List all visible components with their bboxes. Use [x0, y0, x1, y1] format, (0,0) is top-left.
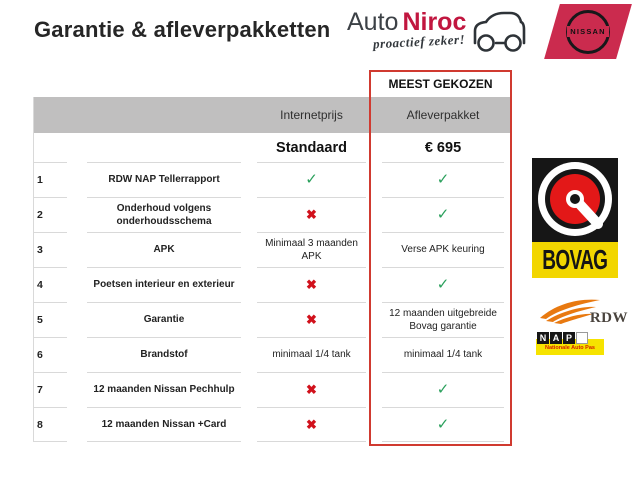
rdw-wing-icon — [540, 299, 600, 324]
cross-icon: ✖ — [306, 311, 317, 327]
cell-internetprijs: ✖ — [249, 407, 374, 442]
row-number: 5 — [34, 302, 79, 337]
table-row: 3 APK Minimaal 3 maanden APK Verse APK k… — [34, 232, 512, 267]
check-icon: ✓ — [436, 206, 450, 223]
check-icon: ✓ — [436, 416, 450, 433]
table-row: 8 12 maanden Nissan +Card ✖ ✓ — [34, 407, 512, 442]
nap-letter-box: P — [563, 332, 575, 344]
cross-icon: ✖ — [306, 206, 317, 222]
table-row: 7 12 maanden Nissan Pechhulp ✖ ✓ — [34, 372, 512, 407]
nap-caption: Nationale Auto Pas — [545, 345, 595, 351]
cross-icon: ✖ — [306, 416, 317, 432]
table-row: 6 Brandstof minimaal 1/4 tank minimaal 1… — [34, 337, 512, 372]
table-body: 1 RDW NAP Tellerrapport ✓ ✓ 2 Onderhoud … — [34, 162, 512, 442]
cell-afleverpakket: ✓ — [374, 162, 512, 197]
afleverpakket-price: € 695 — [424, 139, 462, 156]
row-number: 4 — [34, 267, 79, 302]
cell-afleverpakket: ✓ — [374, 267, 512, 302]
check-icon: ✓ — [436, 381, 450, 398]
page-title: Garantie & afleverpakketten — [34, 17, 331, 42]
table-row: 5 Garantie ✖ 12 maanden uitgebreide Bova… — [34, 302, 512, 337]
table-row: 4 Poetsen interieur en exterieur ✖ ✓ — [34, 267, 512, 302]
row-label: RDW NAP Tellerrapport — [79, 162, 249, 197]
table-subheader-row: Standaard € 695 — [34, 133, 512, 162]
cell-internetprijs: ✓ — [249, 162, 374, 197]
bovag-name-bar: BOVAG — [532, 242, 618, 278]
cell-afleverpakket: ✓ — [374, 407, 512, 442]
row-number: 6 — [34, 337, 79, 372]
auto-niroc-word-auto: Auto — [347, 8, 399, 36]
row-label: Poetsen interieur en exterieur — [79, 267, 249, 302]
row-label: Garantie — [79, 302, 249, 337]
row-number: 8 — [34, 407, 79, 442]
check-icon: ✓ — [436, 171, 450, 188]
row-label: Onderhoud volgens onderhoudsschema — [79, 197, 249, 232]
rdw-name: RDW — [589, 310, 628, 326]
table-row: 2 Onderhoud volgens onderhoudsschema ✖ ✓ — [34, 197, 512, 232]
nissan-logo-icon: NISSAN — [566, 9, 610, 54]
check-icon: ✓ — [436, 276, 450, 293]
cell-internetprijs: Minimaal 3 maanden APK — [249, 232, 374, 267]
row-number: 2 — [34, 197, 79, 232]
table-row: 1 RDW NAP Tellerrapport ✓ ✓ — [34, 162, 512, 197]
row-label: APK — [79, 232, 249, 267]
cell-internetprijs: ✖ — [249, 267, 374, 302]
cell-internetprijs: minimaal 1/4 tank — [249, 337, 374, 372]
cell-internetprijs: ✖ — [249, 302, 374, 337]
cell-afleverpakket: ✓ — [374, 197, 512, 232]
cell-internetprijs: ✖ — [249, 372, 374, 407]
row-number: 1 — [34, 162, 79, 197]
check-icon: ✓ — [305, 171, 318, 188]
rdw-logo: RDW — [538, 296, 630, 328]
row-label: 12 maanden Nissan Pechhulp — [79, 372, 249, 407]
cell-afleverpakket: Verse APK keuring — [374, 232, 512, 267]
cell-internetprijs: ✖ — [249, 197, 374, 232]
column-header-afleverpakket: Afleverpakket — [406, 108, 480, 122]
internetprijs-package-name: Standaard — [276, 139, 347, 156]
row-number: 3 — [34, 232, 79, 267]
cross-icon: ✖ — [306, 381, 317, 397]
auto-niroc-logo: Auto Niroc proactief zeker! — [347, 8, 526, 60]
auto-niroc-wordmark: Auto Niroc — [347, 8, 523, 40]
column-header-internetprijs: Internetprijs — [280, 108, 343, 122]
cell-afleverpakket: minimaal 1/4 tank — [374, 337, 512, 372]
nap-letter-box: A — [550, 332, 562, 344]
cell-afleverpakket: ✓ — [374, 372, 512, 407]
bovag-emblem-icon — [532, 158, 618, 242]
nissan-badge-inner: NISSAN — [552, 4, 624, 59]
bovag-logo: BOVAG — [532, 158, 618, 278]
row-number: 7 — [34, 372, 79, 407]
meest-gekozen-label: MEEST GEKOZEN — [388, 77, 493, 91]
comparison-table: Internetprijs Afleverpakket Standaard € … — [33, 97, 512, 442]
cell-afleverpakket: 12 maanden uitgebreide Bovag garantie — [374, 302, 512, 337]
table-header-row: Internetprijs Afleverpakket — [34, 97, 512, 133]
nissan-wordmark: NISSAN — [567, 26, 609, 37]
auto-niroc-tagline: proactief zeker! — [372, 31, 466, 52]
nap-letter-box: N — [537, 332, 549, 344]
nissan-badge: NISSAN — [544, 4, 632, 59]
cross-icon: ✖ — [306, 276, 317, 292]
row-label: Brandstof — [79, 337, 249, 372]
row-label: 12 maanden Nissan +Card — [79, 407, 249, 442]
auto-niroc-word-niroc: Niroc — [402, 8, 467, 36]
car-outline-icon — [473, 11, 526, 52]
nap-empty-box — [576, 332, 588, 344]
bovag-name: BOVAG — [542, 244, 609, 275]
